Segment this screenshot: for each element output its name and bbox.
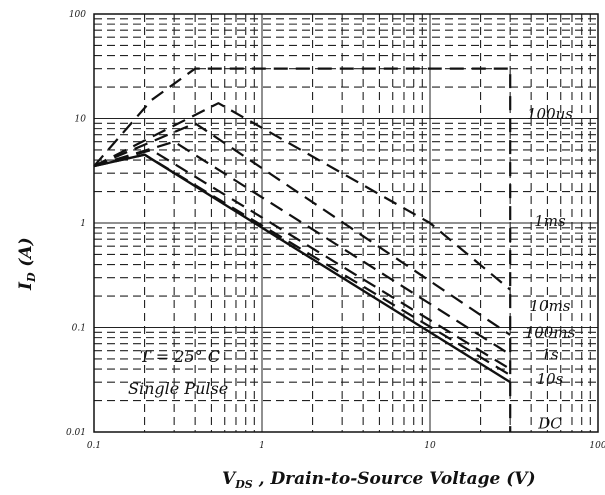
series-line-1s (93, 148, 511, 371)
series-labels: 100us 1ms 10ms 100ms 1s 10s DC (525, 105, 576, 433)
series-line-dc (93, 153, 511, 384)
y-tick-label: 0.1 (72, 324, 86, 334)
x-tick-label: 10 (424, 441, 436, 451)
y-axis-title: ID (A) (16, 237, 38, 291)
pulse-note: Single Pulse (128, 379, 228, 398)
x-tick-label: 0.1 (87, 441, 101, 451)
y-tick-labels: 0.01 0.1 1 10 100 (66, 10, 86, 438)
y-axis-var: I (16, 281, 36, 291)
x-axis-sub: DS (234, 478, 253, 491)
y-tick-label: 1 (80, 219, 86, 229)
series-line-1ms (93, 102, 511, 291)
series-label-10s: 10s (537, 370, 564, 388)
series-label-100ms: 100ms (525, 323, 576, 341)
y-tick-label: 100 (69, 10, 86, 20)
plot-frame (93, 13, 599, 433)
series-label-dc: DC (537, 415, 562, 433)
series-label-1s: 1s (541, 346, 559, 364)
x-axis-text: , Drain-to-Source Voltage (V) (253, 469, 536, 489)
series-label-10ms: 10ms (529, 297, 570, 315)
series-label-1ms: 1ms (534, 212, 566, 230)
y-axis-sub: D (25, 272, 38, 283)
y-tick-label: 10 (75, 115, 87, 125)
series-line-10ms (93, 122, 511, 336)
x-axis-var: V (222, 469, 237, 489)
y-axis-text: (A) (16, 237, 36, 272)
series-label-100us: 100us (527, 105, 573, 123)
conditions-note: T = 25° C (140, 347, 220, 366)
x-tick-label: 1 (259, 441, 265, 451)
grid (93, 14, 598, 433)
x-tick-labels: 0.1 1 10 100 (87, 441, 605, 451)
series-lines (93, 67, 512, 432)
series-line-100us (93, 67, 512, 432)
y-tick-label: 0.01 (66, 428, 86, 438)
x-axis-title: VDS , Drain-to-Source Voltage (V) (222, 469, 536, 491)
x-tick-label: 100 (589, 441, 605, 451)
